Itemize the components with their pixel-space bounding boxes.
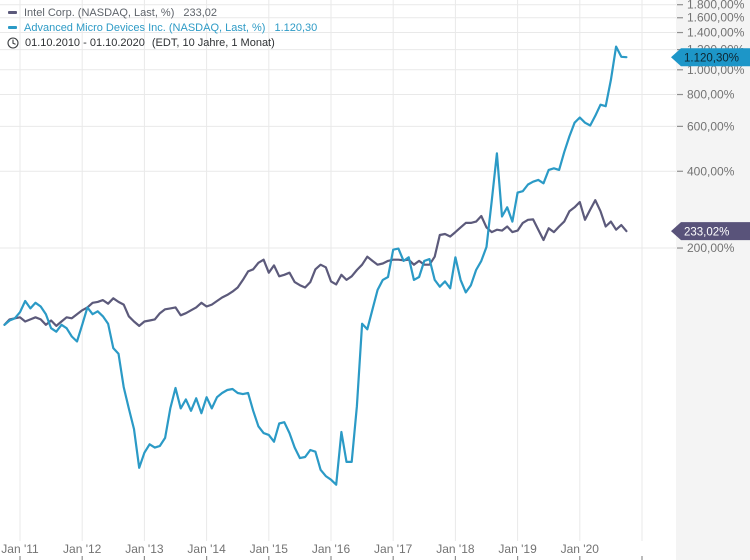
timeframe-detail: (EDT, 10 Jahre, 1 Monat) xyxy=(151,36,275,49)
y-tick-label: 200,00% xyxy=(687,241,735,255)
amd-value-badge xyxy=(671,48,750,67)
y-tick-label: 1.000,00% xyxy=(687,63,745,77)
x-tick-label: Jan '14 xyxy=(187,542,226,556)
x-tick-label: Jan '13 xyxy=(125,542,164,556)
legend-row-intel[interactable]: Intel Corp. (NASDAQ, Last, %) 233,02 xyxy=(6,5,317,20)
amd-series-label: Advanced Micro Devices Inc. (NASDAQ, Las… xyxy=(24,21,266,34)
y-tick-label: 1.600,00% xyxy=(687,11,745,25)
intel-value-badge xyxy=(671,222,750,241)
intel-line xyxy=(3,199,628,327)
timeframe-label: 01.10.2010 - 01.10.2020 xyxy=(25,36,145,49)
x-tick-label: Jan '11 xyxy=(1,542,39,556)
x-tick-label: Jan '15 xyxy=(250,542,289,556)
y-tick-label: 1.400,00% xyxy=(687,26,745,40)
amd-series-value: 1.120,30 xyxy=(274,21,318,34)
intel-series-label: Intel Corp. (NASDAQ, Last, %) xyxy=(24,6,175,19)
x-tick-label: Jan '16 xyxy=(312,542,351,556)
amd-line xyxy=(3,45,628,486)
chart-legend: Intel Corp. (NASDAQ, Last, %) 233,02 Adv… xyxy=(6,5,317,50)
x-tick-label: Jan '18 xyxy=(436,542,475,556)
y-tick-label: 1.800,00% xyxy=(687,0,745,12)
y-tick-label: 600,00% xyxy=(687,119,735,133)
y-axis-strip xyxy=(676,0,750,560)
y-tick-label: 400,00% xyxy=(687,164,735,178)
x-tick-label: Jan '12 xyxy=(63,542,102,556)
amd-badge-label: 1.120,30% xyxy=(684,52,739,64)
legend-row-timeframe[interactable]: 01.10.2010 - 01.10.2020 (EDT, 10 Jahre, … xyxy=(6,35,317,50)
amd-series-swatch xyxy=(8,26,17,29)
x-tick-label: Jan '17 xyxy=(374,542,413,556)
legend-row-amd[interactable]: Advanced Micro Devices Inc. (NASDAQ, Las… xyxy=(6,20,317,35)
intel-badge-label: 233,02% xyxy=(684,226,729,238)
intel-series-swatch xyxy=(8,11,17,14)
x-tick-label: Jan '19 xyxy=(498,542,537,556)
x-tick-label: Jan '20 xyxy=(561,542,600,556)
y-tick-label: 800,00% xyxy=(687,88,735,102)
clock-icon xyxy=(7,36,19,49)
intel-series-value: 233,02 xyxy=(183,6,218,19)
